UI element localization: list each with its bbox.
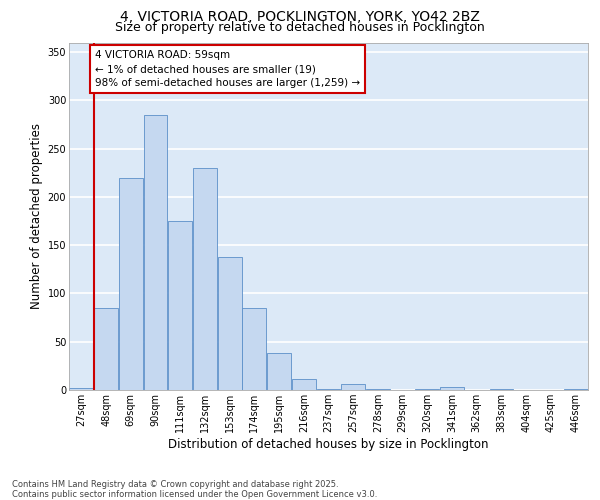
Bar — [415, 389, 439, 390]
Bar — [292, 380, 316, 390]
Bar — [218, 257, 242, 390]
X-axis label: Distribution of detached houses by size in Pocklington: Distribution of detached houses by size … — [168, 438, 489, 451]
Y-axis label: Number of detached properties: Number of detached properties — [31, 123, 43, 309]
Bar — [70, 388, 94, 390]
Bar — [440, 387, 464, 390]
Bar — [317, 389, 340, 390]
Text: Contains HM Land Registry data © Crown copyright and database right 2025.
Contai: Contains HM Land Registry data © Crown c… — [12, 480, 377, 499]
Bar — [366, 389, 390, 390]
Bar — [168, 221, 192, 390]
Bar — [341, 384, 365, 390]
Bar — [94, 308, 118, 390]
Bar — [193, 168, 217, 390]
Bar — [267, 354, 291, 390]
Bar — [119, 178, 143, 390]
Text: 4 VICTORIA ROAD: 59sqm
← 1% of detached houses are smaller (19)
98% of semi-deta: 4 VICTORIA ROAD: 59sqm ← 1% of detached … — [95, 50, 360, 88]
Bar — [490, 389, 514, 390]
Text: 4, VICTORIA ROAD, POCKLINGTON, YORK, YO42 2BZ: 4, VICTORIA ROAD, POCKLINGTON, YORK, YO4… — [120, 10, 480, 24]
Bar — [242, 308, 266, 390]
Text: Size of property relative to detached houses in Pocklington: Size of property relative to detached ho… — [115, 21, 485, 34]
Bar — [143, 115, 167, 390]
Bar — [563, 389, 587, 390]
